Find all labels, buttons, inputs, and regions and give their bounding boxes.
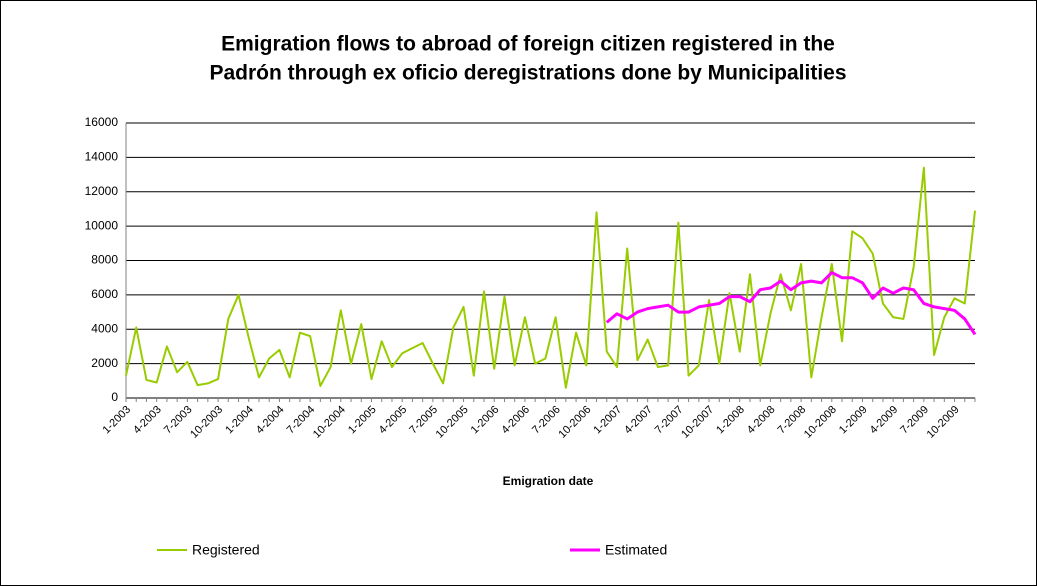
legend-label: Registered — [192, 542, 260, 558]
chart-title: Emigration flows to abroad of foreign ci… — [221, 33, 835, 56]
y-tick-label: 16000 — [85, 115, 119, 129]
chart-title: Padrón through ex oficio deregistrations… — [209, 62, 846, 85]
y-tick-label: 10000 — [85, 218, 119, 232]
series-line — [125, 166, 976, 389]
y-tick-label: 0 — [111, 390, 118, 404]
x-axis-title: Emigration date — [503, 474, 594, 488]
y-tick-label: 2000 — [91, 356, 118, 370]
series-line — [605, 271, 977, 336]
y-tick-label: 12000 — [85, 184, 119, 198]
y-tick-label: 6000 — [91, 287, 118, 301]
y-tick-label: 14000 — [85, 150, 119, 164]
legend-label: Estimated — [605, 542, 667, 558]
y-tick-label: 4000 — [91, 321, 118, 335]
y-tick-label: 8000 — [91, 253, 118, 267]
